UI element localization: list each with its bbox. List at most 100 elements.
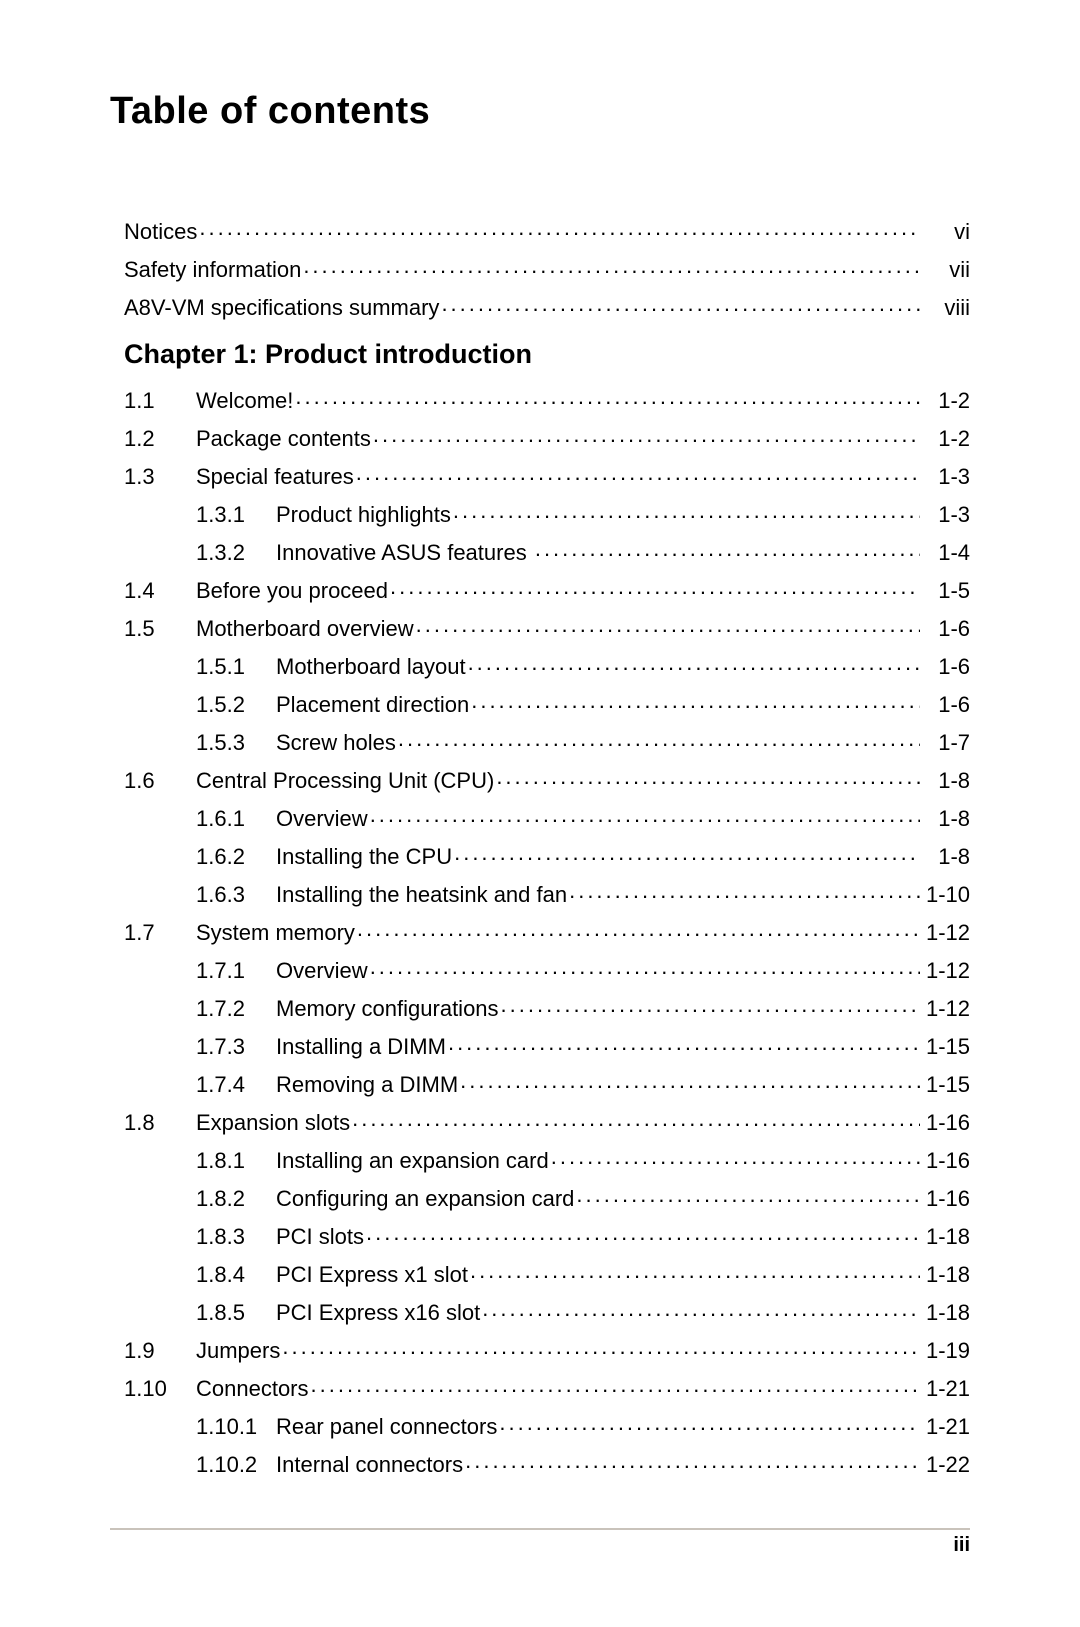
toc-leader-dots [295, 386, 920, 408]
toc-page-ref: 1-2 [920, 428, 970, 450]
toc-entry-title: Jumpers [196, 1340, 282, 1362]
toc-row: 1.7.3Installing a DIMM1-15 [124, 1026, 970, 1064]
toc-entry-title: Placement direction [276, 694, 471, 716]
toc-section-number: 1.2 [124, 428, 196, 450]
toc-entry-title: Memory configurations [276, 998, 501, 1020]
toc-row: 1.3.2Innovative ASUS features 1-4 [124, 532, 970, 570]
toc-entry-title: Removing a DIMM [276, 1074, 460, 1096]
toc-subsection-number: 1.3.1 [196, 504, 276, 526]
toc-entry-title: Motherboard overview [196, 618, 416, 640]
toc-leader-dots [357, 918, 920, 940]
toc-subsection-number: 1.6.3 [196, 884, 276, 906]
toc-row: 1.10.1Rear panel connectors1-21 [124, 1406, 970, 1444]
toc-leader-dots [453, 500, 920, 522]
toc-subsection-number: 1.8.1 [196, 1150, 276, 1172]
toc-entry-title: Before you proceed [196, 580, 390, 602]
toc-page-ref: 1-12 [920, 998, 970, 1020]
toc-row: 1.8.1Installing an expansion card 1-16 [124, 1140, 970, 1178]
toc-entry-title: Screw holes [276, 732, 398, 754]
toc-page-ref: 1-10 [920, 884, 970, 906]
toc-row: 1.1Welcome!1-2 [124, 380, 970, 418]
toc-page-ref: 1-12 [920, 960, 970, 982]
toc-page-ref: 1-4 [920, 542, 970, 564]
toc-page-ref: vii [920, 259, 970, 281]
toc-row: 1.5Motherboard overview1-6 [124, 608, 970, 646]
toc-leader-dots [370, 956, 920, 978]
toc-leader-dots [390, 576, 920, 598]
toc-page-ref: 1-18 [920, 1302, 970, 1324]
toc-row: Safety information vii [124, 249, 970, 287]
toc-page-ref: viii [920, 297, 970, 319]
toc-entry-title: Rear panel connectors [276, 1416, 499, 1438]
toc-subsection-number: 1.3.2 [196, 542, 276, 564]
toc-page-ref: vi [920, 221, 970, 243]
toc-page-ref: 1-6 [920, 618, 970, 640]
toc-leader-dots [199, 217, 920, 239]
toc-row: 1.5.3Screw holes 1-7 [124, 722, 970, 760]
toc-row: 1.7.4Removing a DIMM 1-15 [124, 1064, 970, 1102]
toc-leader-dots [465, 1450, 920, 1472]
toc-page-ref: 1-8 [920, 770, 970, 792]
toc-entry-title: Welcome! [196, 390, 295, 412]
toc-page-ref: 1-16 [920, 1150, 970, 1172]
toc-leader-dots [448, 1032, 920, 1054]
toc-row: 1.8.4PCI Express x1 slot1-18 [124, 1254, 970, 1292]
toc-page-ref: 1-16 [920, 1188, 970, 1210]
toc-leader-dots [471, 690, 920, 712]
toc-entry-title: PCI Express x1 slot [276, 1264, 470, 1286]
toc-page-ref: 1-3 [920, 466, 970, 488]
toc-row: 1.6.1Overview1-8 [124, 798, 970, 836]
toc-page-ref: 1-2 [920, 390, 970, 412]
toc-row: 1.8.3PCI slots1-18 [124, 1216, 970, 1254]
toc-leader-dots [460, 1070, 920, 1092]
toc-entry-title: Central Processing Unit (CPU) [196, 770, 496, 792]
toc-subsection-number: 1.8.2 [196, 1188, 276, 1210]
toc-entry-title: Connectors [196, 1378, 311, 1400]
toc-page-ref: 1-18 [920, 1264, 970, 1286]
toc-row: 1.4Before you proceed1-5 [124, 570, 970, 608]
toc-section-number: 1.6 [124, 770, 196, 792]
toc-entry-title: Overview [276, 808, 370, 830]
toc-page-ref: 1-15 [920, 1074, 970, 1096]
toc-entry-title: Innovative ASUS features [276, 542, 535, 564]
toc-leader-dots [499, 1412, 920, 1434]
toc-leader-dots [311, 1374, 920, 1396]
toc-leader-dots [398, 728, 920, 750]
toc-entry-title: Installing an expansion card [276, 1150, 551, 1172]
toc-section-number: 1.3 [124, 466, 196, 488]
toc-entry-title: Expansion slots [196, 1112, 352, 1134]
toc-entry-title: Special features [196, 466, 356, 488]
toc-entry-title: Safety information [124, 259, 303, 281]
toc-section-number: 1.9 [124, 1340, 196, 1362]
toc-leader-dots [303, 255, 920, 277]
toc-row: A8V-VM specifications summary viii [124, 287, 970, 325]
toc-row: 1.8Expansion slots1-16 [124, 1102, 970, 1140]
toc-leader-dots [373, 424, 920, 446]
toc-subsection-number: 1.5.1 [196, 656, 276, 678]
toc-page-ref: 1-7 [920, 732, 970, 754]
toc-page-ref: 1-6 [920, 694, 970, 716]
toc-entry-title: PCI slots [276, 1226, 366, 1248]
chapter-heading: Chapter 1: Product introduction [124, 339, 970, 370]
toc-entry-title: Overview [276, 960, 370, 982]
toc-entry-title: Package contents [196, 428, 373, 450]
toc-section-number: 1.10 [124, 1378, 196, 1400]
toc-row: 1.5.1Motherboard layout1-6 [124, 646, 970, 684]
page-number: iii [953, 1534, 970, 1557]
toc-subsection-number: 1.5.3 [196, 732, 276, 754]
toc-leader-dots [569, 880, 920, 902]
toc-leader-dots [366, 1222, 920, 1244]
toc-leader-dots [482, 1298, 920, 1320]
toc-row: Noticesvi [124, 211, 970, 249]
toc-row: 1.7.2Memory configurations1-12 [124, 988, 970, 1026]
toc-row: 1.6.3Installing the heatsink and fan1-10 [124, 874, 970, 912]
toc-entry-title: Product highlights [276, 504, 453, 526]
footer-rule [110, 1528, 970, 1530]
toc-subsection-number: 1.10.2 [196, 1454, 276, 1476]
toc-subsection-number: 1.5.2 [196, 694, 276, 716]
toc-subsection-number: 1.7.4 [196, 1074, 276, 1096]
toc-subsection-number: 1.7.1 [196, 960, 276, 982]
toc-entry-title: A8V-VM specifications summary [124, 297, 441, 319]
toc-page-ref: 1-15 [920, 1036, 970, 1058]
toc-page-ref: 1-19 [920, 1340, 970, 1362]
